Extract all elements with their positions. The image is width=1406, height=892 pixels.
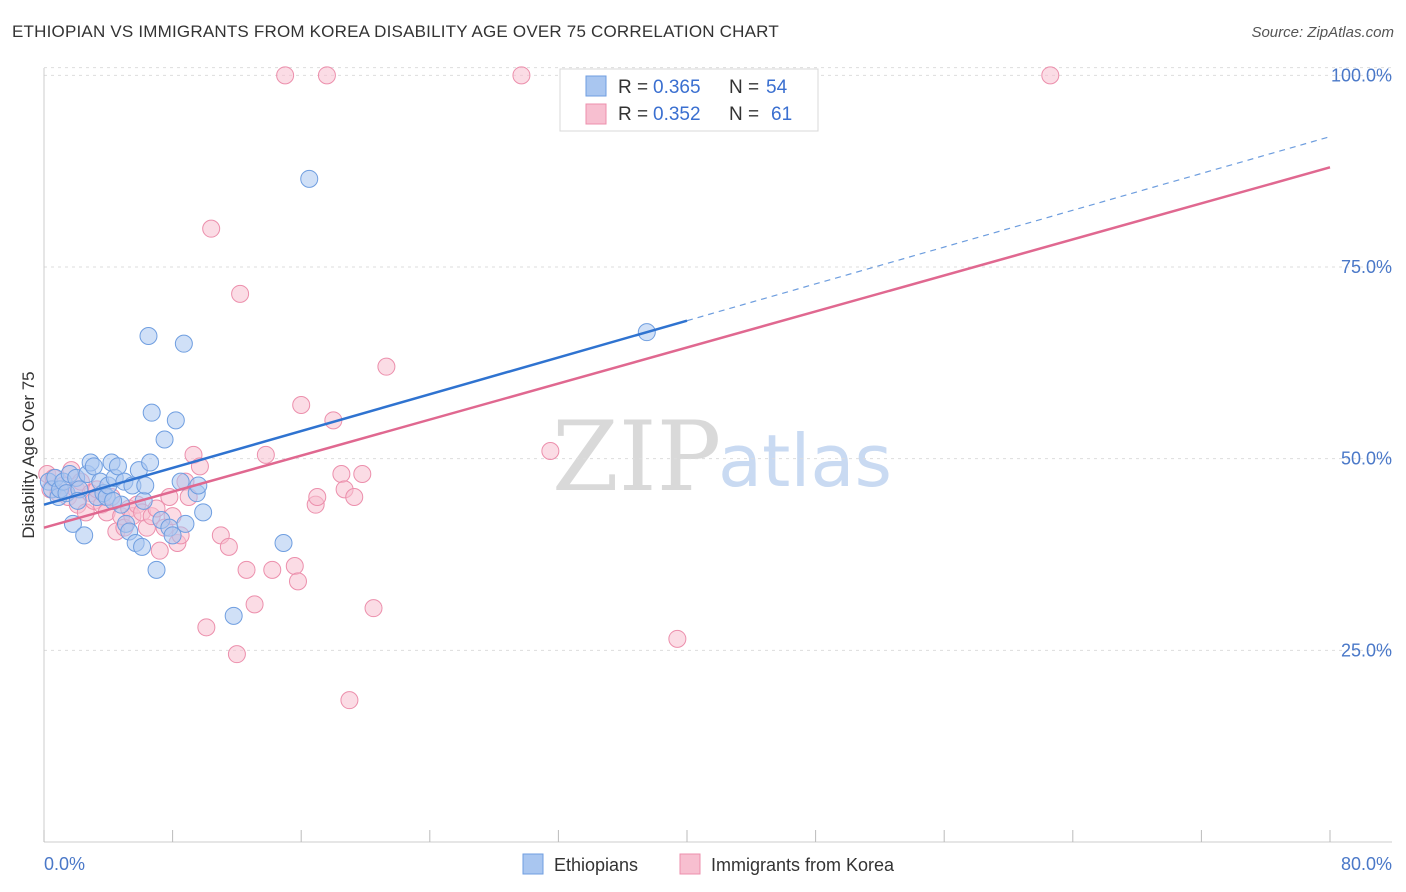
x-tick-label-max: 80.0%	[1341, 854, 1392, 874]
ethiopian-point	[147, 560, 166, 579]
ethiopian-point	[224, 606, 243, 625]
legend-swatch-ethiopians	[585, 75, 607, 97]
korea-point	[227, 645, 246, 664]
legend-r-value-1: 0.365	[653, 77, 701, 98]
watermark-zip: ZIP	[552, 401, 721, 513]
legend-swatch-korea	[585, 103, 607, 125]
korea-point	[340, 691, 359, 710]
series-legend: Ethiopians Immigrants from Korea	[522, 853, 895, 875]
trend-lines	[43, 136, 1331, 529]
korea-point	[150, 541, 169, 560]
korea-point	[512, 66, 531, 85]
ethiopian-point	[136, 476, 155, 495]
y-tick-label: 25.0%	[1341, 640, 1392, 660]
bottom-legend-swatch-ethiopians	[522, 853, 544, 875]
x-tick-label-min: 0.0%	[44, 854, 85, 874]
ethiopian-point	[75, 526, 94, 545]
ethiopian-point	[84, 457, 103, 476]
korea-point	[197, 618, 216, 637]
ethiopian-point	[108, 457, 127, 476]
korea-point	[256, 445, 275, 464]
legend-n-value-1: 54	[766, 77, 788, 98]
ethiopian-point	[194, 503, 213, 522]
korea-point	[317, 66, 336, 85]
korea-point	[345, 488, 364, 506]
ethiopian-point	[176, 514, 195, 533]
korea-point	[231, 284, 250, 303]
y-tick-label: 100.0%	[1331, 65, 1392, 85]
ethiopian-point	[174, 334, 193, 353]
ethiopian-point	[166, 411, 185, 430]
ethiopian-point	[142, 403, 161, 422]
ethiopian-point	[141, 453, 160, 472]
korea-point	[263, 560, 282, 579]
korea-point	[377, 357, 396, 376]
watermark-atlas: atlas	[718, 419, 892, 503]
korea-trend-line	[43, 166, 1331, 529]
korea-point	[353, 465, 372, 483]
ethiopian-trend-line	[43, 319, 688, 506]
legend-r-value-2: 0.352	[653, 104, 701, 125]
korea-point	[668, 629, 687, 648]
korea-point	[308, 488, 327, 506]
korea-point	[219, 537, 238, 556]
legend-n-label-1: N =	[729, 77, 759, 98]
ethiopian-point	[155, 430, 174, 449]
y-tick-label: 75.0%	[1341, 257, 1392, 277]
legend-r-label-2: R =	[618, 104, 648, 125]
y-axis-tick-labels: 25.0% 50.0% 75.0% 100.0%	[1331, 65, 1392, 660]
ethiopian-point	[163, 526, 182, 545]
korea-point	[364, 599, 383, 618]
y-axis-title: Disability Age Over 75	[19, 371, 38, 538]
korea-point	[276, 66, 295, 85]
ethiopian-point	[139, 327, 158, 345]
bottom-legend-swatch-korea	[679, 853, 701, 875]
x-axis-ticks	[43, 830, 1331, 842]
source-attribution: Source: ZipAtlas.com	[1251, 24, 1394, 41]
korea-point	[1041, 66, 1060, 85]
korea-point	[288, 572, 307, 591]
korea-points	[38, 66, 1060, 710]
ethiopian-point	[300, 169, 319, 188]
korea-point	[245, 595, 264, 614]
legend-r-label-1: R =	[618, 77, 648, 98]
bottom-legend-ethiopians: Ethiopians	[554, 855, 638, 875]
legend-n-label-2: N =	[729, 104, 759, 125]
ethiopian-point	[274, 534, 293, 552]
korea-point	[541, 442, 560, 460]
correlation-legend: R = 0.365 N = 54 R = 0.352 N = 61	[559, 68, 819, 132]
legend-n-value-2: 61	[771, 104, 792, 125]
ethiopian-trend-extension	[686, 136, 1331, 322]
ethiopian-points	[39, 169, 656, 625]
y-tick-label: 50.0%	[1341, 449, 1392, 469]
korea-point	[237, 560, 256, 579]
korea-point	[292, 396, 311, 414]
ethiopian-point	[133, 537, 152, 556]
korea-point	[332, 465, 351, 483]
korea-point	[285, 557, 304, 575]
korea-point	[202, 219, 221, 238]
chart-title: ETHIOPIAN VS IMMIGRANTS FROM KOREA DISAB…	[12, 22, 779, 41]
bottom-legend-korea: Immigrants from Korea	[711, 855, 895, 875]
